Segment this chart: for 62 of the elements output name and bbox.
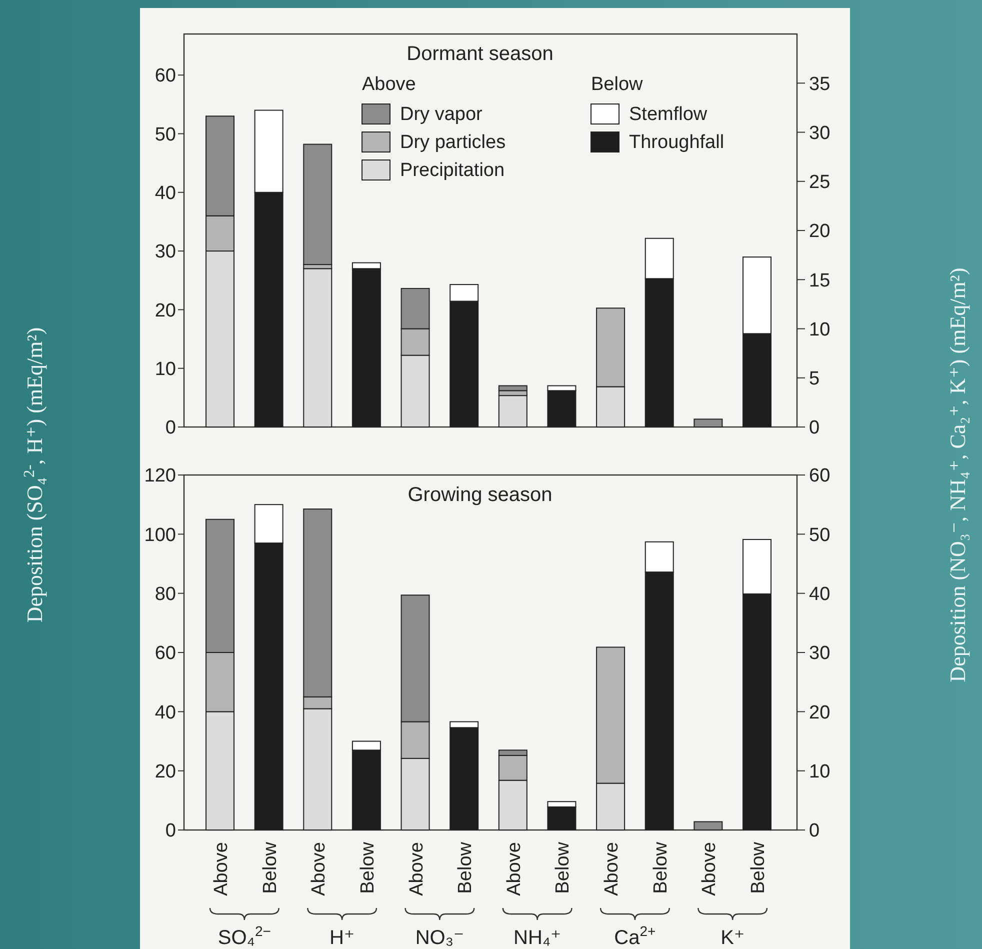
y2-tick-label: 30 [809, 122, 830, 144]
y-tick-label: 60 [154, 66, 176, 87]
x-tick-label: Below [260, 842, 281, 894]
annotation: Below [591, 74, 644, 95]
y-tick-label: 120 [144, 466, 176, 487]
bar [694, 418, 723, 428]
y-tick-label: 20 [154, 761, 176, 782]
y2-tick-label: 10 [809, 761, 830, 782]
y2-tick-label: 60 [809, 466, 830, 487]
y2-tick-label: 35 [809, 74, 830, 95]
y2-tick-label: 15 [809, 270, 830, 292]
x-tick-label: Above [211, 842, 232, 896]
y-tick-label: 0 [165, 820, 176, 842]
y2-tick-label: 30 [809, 643, 830, 664]
y-tick-label: 20 [154, 300, 176, 322]
y2-tick-label: 25 [809, 172, 830, 194]
y-tick-label: 100 [144, 524, 176, 546]
x-tick-label: Below [552, 842, 574, 894]
text: K⁺ [720, 927, 745, 949]
text: Growing season [408, 484, 552, 506]
x-tick-label: Above [504, 842, 525, 896]
x-tick-label: Below [748, 842, 769, 894]
bar [303, 144, 332, 266]
text: Dormant season [406, 43, 554, 65]
y2-axis-title: Deposition (NO₃⁻, NH₄⁺, Ca₂⁺, K⁺) (mEq/m²) [945, 268, 970, 682]
y2-tick-label: 0 [809, 820, 820, 842]
text: NH₄⁺ [514, 927, 562, 949]
y2-tick-label: 20 [809, 702, 830, 724]
text: SO₄$^{2−}$ [218, 923, 271, 949]
legend-label: Stemflow [629, 104, 708, 125]
x-tick-label: Below [455, 842, 476, 894]
y2-tick-label: 20 [809, 221, 830, 242]
x-tick-label: Above [602, 842, 623, 896]
text: NO₃⁻ [415, 927, 464, 949]
y-tick-label: 30 [154, 242, 176, 263]
x-tick-label: Below [357, 842, 378, 894]
y2-tick-label: 0 [809, 418, 820, 439]
bar [303, 268, 332, 428]
y-tick-label: 50 [154, 124, 176, 146]
legend-label: Dry particles [400, 132, 506, 153]
text: H⁺ [330, 927, 355, 949]
y2-tick-label: 10 [809, 319, 830, 340]
y-tick-label: 10 [154, 358, 176, 380]
x-tick-label: Above [406, 842, 428, 896]
bar [694, 821, 723, 830]
y-tick-label: 40 [154, 183, 176, 204]
y-tick-label: 40 [154, 702, 176, 724]
y2-tick-label: 5 [809, 368, 820, 390]
legend-label: Dry vapor [400, 104, 484, 125]
legend-label: Precipitation [400, 160, 505, 181]
x-tick-label: Below [650, 842, 672, 894]
y2-tick-label: 50 [809, 524, 830, 546]
bar [498, 395, 528, 428]
y-tick-label: 80 [154, 584, 176, 605]
legend-label: Throughfall [629, 132, 724, 153]
annotation: Above [362, 74, 416, 95]
y2-tick-label: 40 [809, 584, 830, 605]
x-tick-label: Above [699, 842, 720, 896]
x-tick-label: Above [308, 842, 330, 896]
y-tick-label: 0 [165, 418, 176, 439]
text: Ca$^{2+}$ [614, 923, 656, 949]
y-tick-label: 60 [154, 643, 176, 664]
